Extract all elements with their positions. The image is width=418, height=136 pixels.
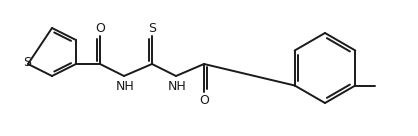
Text: NH: NH <box>116 80 134 92</box>
Text: O: O <box>199 94 209 106</box>
Text: O: O <box>95 21 105 35</box>
Text: NH: NH <box>168 80 186 92</box>
Text: S: S <box>148 21 156 35</box>
Text: S: S <box>23 56 31 69</box>
